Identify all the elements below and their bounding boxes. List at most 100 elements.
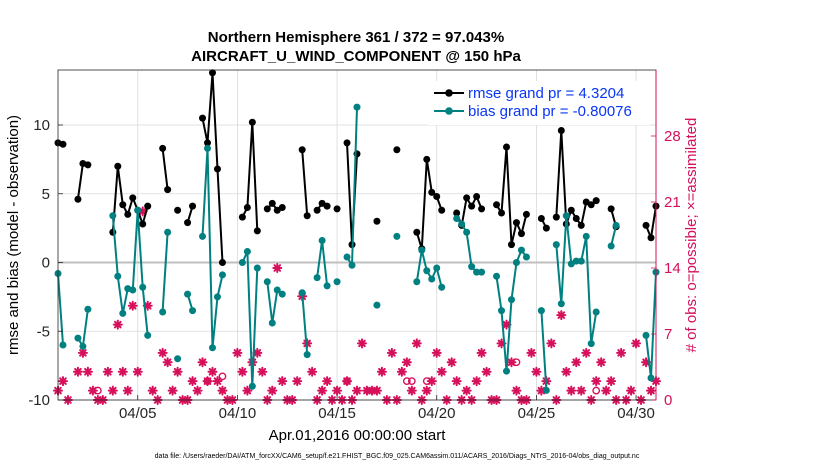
rmse-point: [238, 213, 246, 221]
y2-tick-label: 28: [664, 128, 681, 145]
obs-assimilated-marker: [431, 347, 442, 358]
y2-tick-label: 14: [664, 260, 681, 277]
bias-series-line: [540, 310, 548, 391]
y-tick-label: 10: [33, 117, 50, 134]
bias-point: [189, 307, 197, 315]
bias-series-line: [610, 225, 618, 247]
obs-assimilated-marker: [127, 300, 138, 311]
legend: rmse grand pr = 4.3204 bias grand pr = -…: [428, 81, 650, 125]
bias-point: [507, 296, 515, 304]
bias-point: [557, 300, 565, 308]
y-tick-label: -5: [37, 323, 50, 340]
obs-assimilated-marker: [112, 319, 123, 330]
obs-assimilated-marker: [232, 347, 243, 358]
rmse-point: [243, 204, 251, 211]
y2-axis-ticks: 0 7 14 21 28: [651, 70, 681, 409]
bias-point: [458, 220, 466, 228]
bias-point: [517, 246, 525, 254]
obs-assimilated-marker: [566, 385, 577, 396]
obs-assimilated-marker: [571, 357, 582, 368]
obs-assimilated-marker: [386, 347, 397, 358]
rmse-point: [512, 219, 520, 227]
obs-assimilated-marker: [631, 338, 642, 349]
bias-point: [59, 341, 67, 349]
obs-assimilated-marker: [436, 366, 447, 377]
x-tick-label: 04/25: [518, 405, 556, 422]
legend-rmse-label: rmse grand pr = 4.3204: [468, 85, 624, 102]
bias-point: [298, 289, 306, 297]
obs-assimilated-marker: [556, 310, 567, 321]
bias-point: [582, 232, 590, 240]
obs-assimilated-marker: [471, 376, 482, 387]
chart-subtitle: AIRCRAFT_U_WIND_COMPONENT @ 150 hPa: [191, 48, 521, 65]
x-tick-label: 04/20: [418, 405, 456, 422]
rmse-point: [174, 206, 182, 214]
bias-series-line: [161, 232, 169, 313]
bias-point: [587, 340, 595, 348]
rmse-point: [59, 140, 67, 148]
bias-point: [114, 272, 122, 280]
bias-point: [134, 206, 142, 214]
y-axis-ticks: -10 -5 0 5 10: [28, 117, 63, 409]
rmse-point: [263, 205, 271, 213]
bias-point: [139, 283, 147, 291]
bias-point: [253, 264, 261, 272]
obs-assimilated-marker: [356, 338, 367, 349]
rmse-point: [393, 146, 401, 154]
rmse-series-line: [161, 148, 169, 190]
series-lines: [54, 69, 660, 394]
obs-assimilated-marker: [461, 385, 472, 396]
rmse-point: [413, 228, 421, 236]
legend-rmse-marker: [445, 89, 453, 97]
obs-assimilated-marker: [237, 366, 248, 377]
bias-point: [109, 212, 117, 220]
rmse-point: [253, 227, 261, 235]
bias-point: [208, 344, 216, 352]
obs-possible-marker: [203, 377, 212, 386]
obs-assimilated-marker: [157, 347, 168, 358]
rmse-point: [423, 155, 431, 163]
bias-point: [478, 268, 486, 276]
obs-assimilated-marker: [132, 366, 143, 377]
rmse-point: [129, 194, 137, 202]
rmse-point: [577, 221, 585, 229]
obs-assimilated-marker: [217, 385, 228, 396]
obs-possible-marker: [512, 358, 521, 367]
obs-assimilated-marker: [421, 385, 432, 396]
rmse-point: [268, 199, 276, 207]
rmse-point: [552, 213, 560, 221]
rmse-point: [587, 201, 595, 209]
obs-assimilated-marker: [267, 385, 278, 396]
bias-point: [164, 228, 172, 236]
rmse-point: [74, 195, 82, 203]
bias-series-line: [301, 292, 309, 355]
bias-point: [612, 221, 620, 229]
rmse-point: [164, 186, 172, 194]
obs-assimilated-marker: [526, 347, 537, 358]
bias-point: [243, 248, 251, 255]
obs-possible-marker: [407, 377, 416, 386]
rmse-point: [522, 210, 530, 218]
bias-point: [184, 290, 192, 298]
obs-assimilated-marker: [536, 385, 547, 396]
y-tick-label: 0: [42, 255, 50, 272]
rmse-point: [199, 114, 207, 122]
obs-assimilated-marker: [476, 347, 487, 358]
obs-assimilated-marker: [167, 385, 178, 396]
x-tick-label: 04/30: [617, 405, 655, 422]
bias-point: [353, 103, 361, 111]
obs-assimilated-marker: [82, 366, 93, 377]
bias-point: [572, 257, 580, 265]
y-tick-label: 5: [42, 186, 50, 203]
bias-point: [498, 307, 506, 315]
obs-possible-marker: [402, 377, 411, 386]
bias-point: [463, 228, 471, 236]
obs-assimilated-marker: [317, 385, 328, 396]
obs-assimilated-marker: [332, 385, 343, 396]
obs-assimilated-marker: [307, 366, 318, 377]
rmse-point: [438, 206, 446, 214]
rmse-point: [343, 139, 351, 147]
bias-point: [84, 305, 92, 313]
bias-point: [174, 355, 182, 363]
